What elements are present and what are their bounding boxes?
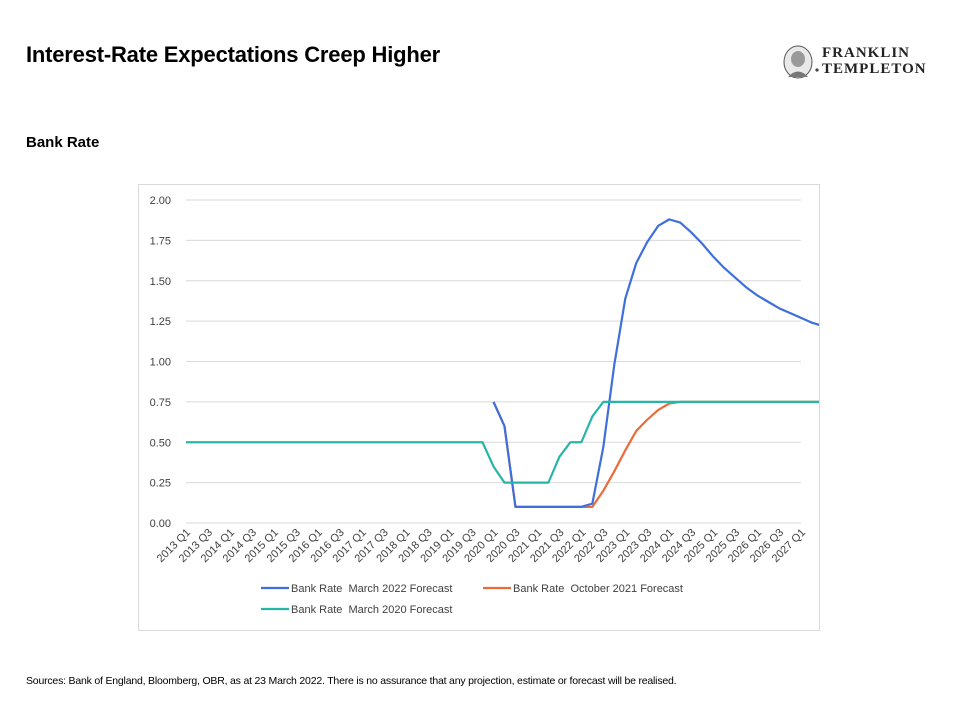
y-tick-label: 2.00 xyxy=(150,195,171,207)
line-chart: 0.00 0.25 0.50 0.75 1.00 1.25 1.50 1.75 2.00 201… xyxy=(150,195,954,616)
y-axis-ticks: 0.00 0.25 0.50 0.75 1.00 1.25 1.50 1.75 2.00 xyxy=(150,195,171,530)
legend: Bank Rate March 2022 Forecast Bank Rate O… xyxy=(261,583,683,616)
logo-line-2: TEMPLETON xyxy=(822,61,927,77)
legend-label: Bank Rate October 2021 Forecast xyxy=(513,583,683,595)
page-title: Interest-Rate Expectations Creep Higher xyxy=(26,42,440,67)
legend-label: Bank Rate March 2022 Forecast xyxy=(291,583,452,595)
franklin-templeton-logo: FRANKLIN TEMPLETON xyxy=(780,44,930,80)
y-tick-label: 1.00 xyxy=(150,357,171,369)
legend-label: Bank Rate March 2020 Forecast xyxy=(291,604,452,616)
y-tick-label: 0.50 xyxy=(150,437,171,449)
chart-area: 0.00 0.25 0.50 0.75 1.00 1.25 1.50 1.75 2.00 201… xyxy=(138,184,954,631)
y-tick-label: 0.25 xyxy=(150,478,171,490)
series-line-october-2021 xyxy=(492,400,823,508)
chart-subtitle: Bank Rate xyxy=(26,134,100,151)
series-line-march-2022 xyxy=(492,218,824,508)
series-lines xyxy=(186,218,954,508)
y-tick-label: 1.25 xyxy=(150,316,171,328)
y-tick-label: 0.00 xyxy=(150,518,171,530)
y-tick-label: 1.50 xyxy=(150,276,171,288)
y-tick-label: 1.75 xyxy=(150,235,171,247)
gridlines xyxy=(186,199,801,524)
logo-line-1: FRANKLIN xyxy=(822,45,911,61)
y-tick-label: 0.75 xyxy=(150,397,171,409)
franklin-portrait-icon xyxy=(783,45,819,79)
source-footnote: Sources: Bank of England, Bloomberg, OBR… xyxy=(26,675,677,687)
